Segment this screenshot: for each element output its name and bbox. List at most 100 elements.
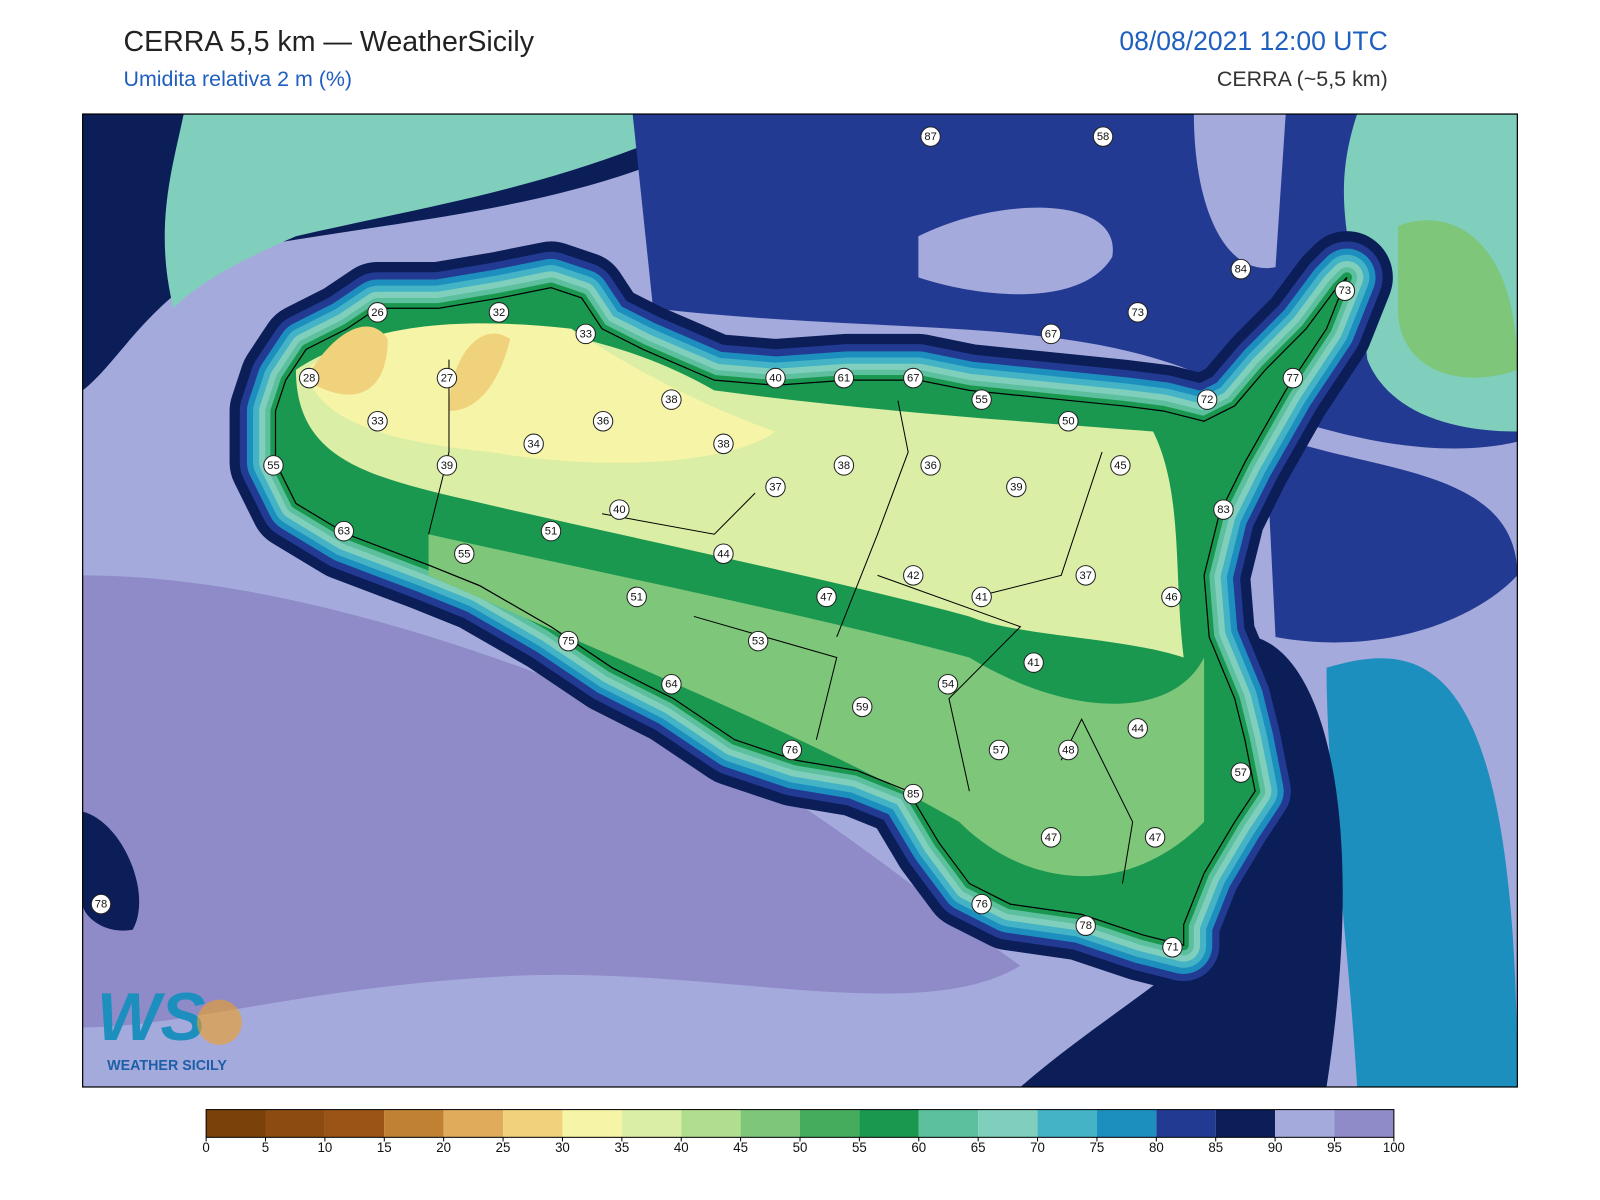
colorbar-tick-label: 85 xyxy=(1208,1140,1223,1155)
map-frame xyxy=(82,113,1518,1088)
colorbar-swatch xyxy=(1334,1109,1394,1138)
station-value: 77 xyxy=(1287,373,1299,385)
colorbar-tick-label: 50 xyxy=(793,1140,808,1155)
station-marker xyxy=(747,630,769,652)
station-value: 26 xyxy=(371,307,383,319)
station-marker xyxy=(558,630,579,652)
station-marker xyxy=(920,126,941,147)
title: CERRA 5,5 km — WeatherSicily xyxy=(123,26,534,58)
colorbar-tick-label: 90 xyxy=(1268,1140,1283,1155)
station-marker xyxy=(1127,302,1148,323)
colorbar-tick-label: 15 xyxy=(377,1140,392,1155)
station-marker xyxy=(333,520,355,542)
station-value: 38 xyxy=(665,394,677,406)
colorbar-swatch xyxy=(859,1109,919,1138)
colorbar-tick-label: 65 xyxy=(971,1140,986,1155)
sea-region xyxy=(1326,658,1518,1087)
station-marker xyxy=(1092,126,1114,147)
humidity-zone xyxy=(306,326,511,411)
station-value: 67 xyxy=(1045,328,1057,340)
station-marker xyxy=(1196,389,1218,410)
station-marker xyxy=(903,783,924,805)
colorbar-tick-label: 55 xyxy=(852,1140,867,1155)
station-value: 41 xyxy=(1027,657,1039,669)
station-marker xyxy=(1213,499,1234,520)
colorbar-tick-label: 100 xyxy=(1383,1140,1405,1155)
station-value: 72 xyxy=(1201,394,1213,406)
station-marker xyxy=(661,673,682,695)
station-value: 55 xyxy=(975,394,987,406)
station-marker xyxy=(1282,367,1304,389)
station-marker xyxy=(592,410,614,432)
colorbar-swatch xyxy=(1037,1109,1097,1138)
station-marker xyxy=(765,476,786,498)
colorbar-tick-label: 70 xyxy=(1030,1140,1045,1155)
map xyxy=(82,114,1518,1087)
colorbar-tick-label: 25 xyxy=(496,1140,511,1155)
station-value: 40 xyxy=(769,373,781,385)
land-calabria xyxy=(1397,220,1518,378)
logo-name: WEATHER SICILY xyxy=(107,1058,227,1074)
station-marker xyxy=(1040,323,1062,345)
station-marker xyxy=(436,367,458,389)
colorbar-swatch xyxy=(1156,1109,1216,1138)
sea-region xyxy=(82,575,1021,1028)
station-marker xyxy=(1075,915,1096,936)
station-value: 78 xyxy=(1079,920,1091,932)
station-value: 76 xyxy=(786,744,798,756)
subtitle: Umidita relativa 2 m (%) xyxy=(123,67,352,91)
station-marker xyxy=(1058,739,1079,761)
station-marker xyxy=(1230,258,1252,280)
station-value: 73 xyxy=(1132,307,1144,319)
station-marker xyxy=(937,673,959,695)
station-marker xyxy=(1161,586,1182,608)
colorbar-tick-label: 35 xyxy=(614,1140,629,1155)
station-marker xyxy=(1040,827,1062,848)
colorbar-swatch xyxy=(740,1109,800,1138)
station-value: 41 xyxy=(975,591,987,603)
station-value: 58 xyxy=(1097,131,1109,143)
station-value: 36 xyxy=(597,416,609,428)
station-value: 44 xyxy=(717,548,729,560)
colorbar-tick-label: 95 xyxy=(1327,1140,1342,1155)
station-marker xyxy=(833,367,855,389)
stations: 26 32 33 28 27 33 34 36 38 38 40 61 67 55 50 55 39 40 37 38… xyxy=(90,126,1356,958)
station-marker xyxy=(575,323,596,345)
station-value: 64 xyxy=(665,679,677,691)
model-label: CERRA (~5,5 km) xyxy=(1217,67,1388,91)
station-marker xyxy=(971,893,992,915)
colorbar-swatch xyxy=(681,1109,741,1138)
station-value: 47 xyxy=(820,591,832,603)
station-value: 54 xyxy=(942,679,954,691)
logo-mark: WS xyxy=(97,980,205,1055)
station-value: 39 xyxy=(441,460,453,472)
station-value: 63 xyxy=(338,526,350,538)
station-marker xyxy=(1006,476,1027,498)
sea-region xyxy=(918,207,1113,295)
colorbar-swatch xyxy=(1275,1109,1335,1138)
station-value: 27 xyxy=(441,373,453,385)
colorbar-tick-label: 10 xyxy=(318,1140,333,1155)
station-value: 83 xyxy=(1217,504,1229,516)
station-value: 36 xyxy=(924,460,936,472)
station-value: 67 xyxy=(907,373,919,385)
sea-region xyxy=(1265,431,1518,643)
station-value: 28 xyxy=(303,373,315,385)
station-value: 53 xyxy=(752,636,764,648)
station-value: 61 xyxy=(838,373,850,385)
station-marker xyxy=(523,433,544,455)
station-value: 48 xyxy=(1062,744,1074,756)
station-value: 84 xyxy=(1235,264,1247,276)
station-marker xyxy=(988,739,1010,761)
humidity-zone xyxy=(428,534,1205,877)
station-marker xyxy=(436,455,458,476)
colorbar-tick-label: 20 xyxy=(436,1140,451,1155)
station-marker xyxy=(488,302,510,323)
sea-region xyxy=(1193,114,1286,269)
colorbar-tick-label: 5 xyxy=(262,1140,269,1155)
station-marker xyxy=(903,367,924,389)
colorbar-tick-label: 75 xyxy=(1090,1140,1105,1155)
station-value: 78 xyxy=(95,899,107,911)
